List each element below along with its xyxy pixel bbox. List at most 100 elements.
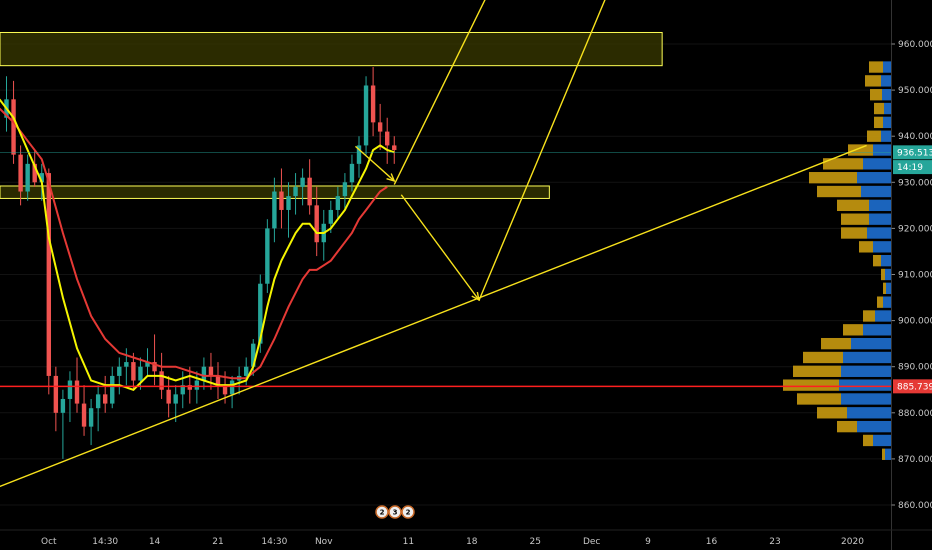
y-tick-label: 930.000	[898, 178, 932, 188]
candle-body	[370, 85, 376, 123]
trendline-3	[478, 0, 606, 302]
y-tick-label: 920.000	[898, 224, 932, 234]
price-label-bg	[893, 379, 932, 394]
x-tick-label: 25	[530, 537, 541, 547]
candle-body	[74, 380, 80, 404]
y-tick-label: 910.000	[898, 271, 932, 281]
volume-bar-up	[881, 75, 891, 87]
x-tick-label: 14:30	[92, 537, 118, 547]
candle-body	[314, 205, 319, 243]
volume-bar-down	[809, 172, 857, 184]
y-tick-label: 960.000	[898, 40, 932, 50]
candle-body	[229, 380, 235, 395]
volume-bar-down	[874, 116, 883, 129]
candle-body	[60, 398, 66, 413]
volume-bar-down	[837, 199, 869, 212]
x-tick-label: Nov	[315, 537, 333, 547]
volume-bar-down	[873, 254, 881, 267]
candles-layer	[4, 67, 397, 459]
y-tick-label: 950.000	[898, 86, 932, 96]
volume-bar-up	[843, 351, 891, 364]
event-badge-1[interactable]: 2	[375, 505, 389, 519]
candle-body	[25, 163, 30, 192]
projection-arrow-2	[400, 194, 480, 301]
x-tick-label: 11	[403, 537, 414, 547]
grid-layer	[0, 43, 891, 506]
event-badge-text: 2	[380, 509, 385, 517]
candle-body	[18, 154, 23, 192]
candle-body	[173, 394, 178, 404]
candle-body	[258, 283, 263, 344]
event-badge-circle	[388, 505, 402, 519]
candle-body	[131, 362, 136, 381]
volume-bar-up	[881, 130, 891, 142]
x-tick-label: Oct	[41, 537, 57, 547]
candle-body	[32, 163, 37, 183]
y-tick-label: 890.000	[898, 363, 932, 373]
candle-body	[272, 191, 277, 229]
x-tick-label: 14	[149, 537, 161, 547]
volume-bar-up	[857, 172, 891, 184]
volume-bar-up	[873, 241, 891, 253]
candle-body	[95, 394, 101, 409]
x-tick-label: 18	[466, 537, 478, 547]
volume-bar-up	[851, 337, 891, 350]
volume-bar-up	[873, 434, 891, 447]
candle-body	[187, 385, 192, 390]
x-tick-label: Dec	[583, 537, 600, 547]
volume-bar-down	[877, 296, 883, 308]
candle-body	[349, 163, 355, 183]
candle-body	[377, 122, 383, 132]
volume-bar-up	[863, 158, 891, 170]
volume-bar-down	[823, 158, 863, 170]
y-tick-label: 880.000	[898, 409, 932, 419]
volume-bar-down	[863, 310, 875, 322]
volume-bar-down	[821, 337, 851, 350]
candle-body	[124, 362, 129, 367]
price-label-text: 936.513	[897, 148, 932, 158]
candle-body	[159, 371, 164, 390]
volume-profile	[783, 61, 891, 460]
event-badge-3[interactable]: 2	[401, 505, 415, 519]
candle-body	[180, 385, 185, 395]
volume-bar-down	[870, 89, 882, 101]
arrow-head-1	[386, 173, 396, 182]
event-badge-2[interactable]: 3	[388, 505, 402, 519]
candle-body	[166, 389, 171, 404]
volume-bar-down	[848, 144, 873, 156]
volume-bar-down	[874, 102, 884, 115]
candle-body	[117, 366, 122, 376]
price-label-3: 885.739	[893, 379, 932, 394]
moving-average-slow	[0, 107, 388, 380]
y-tick-label: 860.000	[898, 501, 932, 511]
candle-body	[222, 385, 228, 395]
y-tick-label: 870.000	[898, 455, 932, 465]
candle-body	[145, 362, 150, 367]
candle-body	[385, 131, 390, 146]
volume-bar-up	[869, 213, 891, 225]
volume-bar-down	[797, 393, 841, 405]
price-label-text: 14:19	[897, 163, 923, 173]
candle-body	[286, 196, 291, 210]
price-label-bg	[893, 145, 932, 160]
candle-body	[265, 228, 270, 284]
candle-body	[103, 394, 108, 404]
candle-body	[201, 366, 207, 381]
volume-bar-up	[861, 185, 891, 198]
volume-bar-up	[867, 227, 891, 239]
volume-bar-down	[867, 130, 881, 142]
event-badge-circle	[375, 505, 389, 519]
candle-body	[11, 99, 16, 155]
candle-body	[342, 182, 348, 197]
projection-arrow-1	[355, 145, 395, 182]
y-tick-label: 900.000	[898, 317, 932, 327]
volume-bar-up	[875, 310, 891, 322]
candle-body	[208, 366, 214, 376]
volume-bar-up	[881, 254, 891, 267]
candle-body	[328, 209, 333, 224]
candle-body	[194, 380, 200, 390]
price-label-2: 14:19	[893, 160, 932, 175]
x-tick-label: 2020	[841, 537, 864, 547]
